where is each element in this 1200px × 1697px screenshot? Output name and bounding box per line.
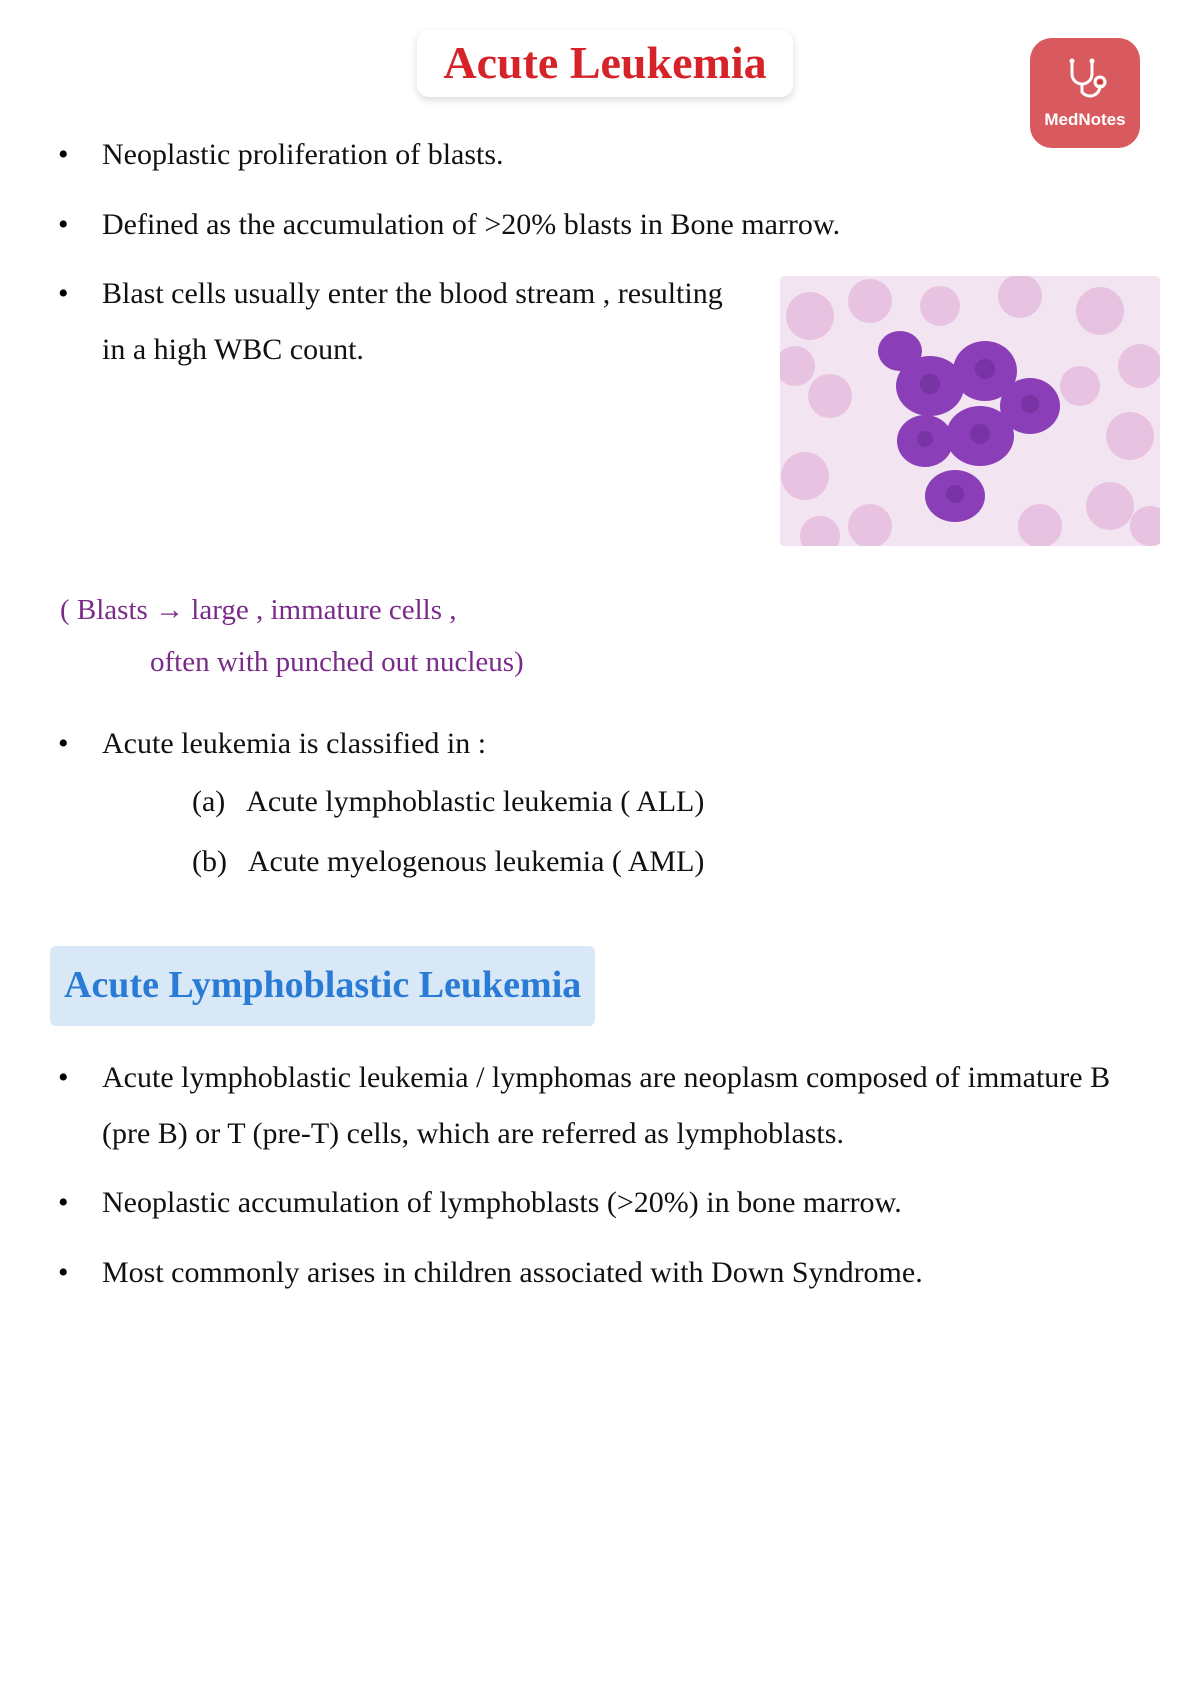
bullet-item: Defined as the accumulation of >20% blas… — [50, 197, 1160, 253]
item-tag: (b) — [192, 845, 227, 878]
item-text: Acute lymphoblastic leukemia ( ALL) — [246, 785, 704, 818]
bullet-item: Blast cells usually enter the blood stre… — [50, 266, 1160, 377]
note-line: often with punched out nucleus) — [60, 636, 1160, 688]
bullet-item: Acute leukemia is classified in : (a) Ac… — [50, 716, 1160, 892]
classification-item: (a) Acute lymphoblastic leukemia ( ALL) — [192, 772, 1160, 832]
bullet-item: Most commonly arises in children associa… — [50, 1245, 1160, 1301]
item-text: Acute myelogenous leukemia ( AML) — [248, 845, 705, 878]
bullet-item: Neoplastic accumulation of lymphoblasts … — [50, 1175, 1160, 1231]
page-title: Acute Leukemia — [417, 30, 792, 97]
note-line: ( Blasts → large , immature cells , — [60, 594, 457, 626]
section-heading: Acute Lymphoblastic Leukemia — [50, 946, 595, 1026]
stethoscope-icon — [1060, 56, 1110, 106]
classification-intro: Acute leukemia is classified in : — [102, 727, 486, 760]
item-tag: (a) — [192, 785, 225, 818]
blast-definition-note: ( Blasts → large , immature cells , ofte… — [60, 584, 1160, 688]
bullet-item: Neoplastic proliferation of blasts. — [50, 127, 1160, 183]
classification-item: (b) Acute myelogenous leukemia ( AML) — [192, 832, 1160, 892]
bullet-item: Acute lymphoblastic leukemia / lymphomas… — [50, 1050, 1160, 1161]
